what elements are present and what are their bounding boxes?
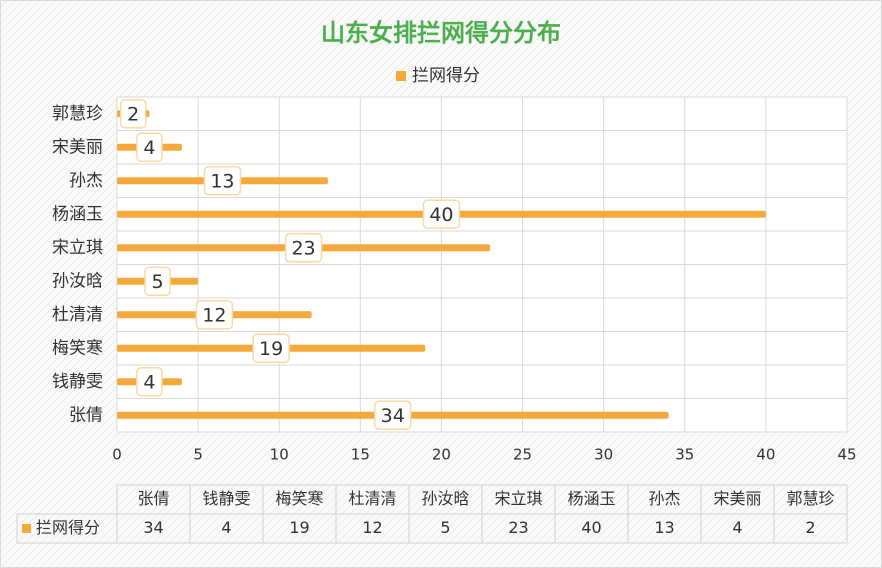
table-header: 杨涵玉 [567,489,615,508]
y-tick-label: 钱静雯 [52,372,103,392]
table-header: 钱静雯 [202,489,250,508]
chart-title: 山东女排拦网得分分布 [321,19,561,47]
table-value: 19 [289,518,309,537]
y-tick-label: 梅笑寒 [52,338,103,358]
data-label: 12 [202,304,226,326]
table-header: 张倩 [137,489,169,508]
legend-swatch [396,71,406,81]
y-tick-label: 杜清清 [52,305,103,325]
table-header: 郭慧珍 [786,489,834,508]
x-tick-label: 0 [112,446,122,464]
table-header: 孙杰 [648,489,680,508]
data-label-box [136,367,163,397]
x-tick-label: 15 [351,446,370,464]
data-label-box [252,333,290,363]
data-label: 5 [152,271,164,293]
data-label-box [374,400,412,430]
table-legend-swatch [22,524,31,533]
table-value: 2 [805,518,815,537]
x-tick-label: 20 [432,446,451,464]
table-header: 孙汝晗 [421,489,469,508]
y-tick-label: 孙汝晗 [52,271,103,291]
data-label-box [119,99,147,129]
data-label: 13 [210,170,234,192]
x-tick-label: 5 [193,446,203,464]
table-value: 4 [221,518,231,537]
data-label: 2 [127,103,139,125]
data-label: 23 [291,237,315,259]
table-header: 杜清清 [348,489,396,508]
legend-label: 拦网得分 [412,66,480,86]
x-tick-label: 30 [594,446,613,464]
table-value: 4 [732,518,742,537]
y-tick-label: 郭慧珍 [52,104,103,124]
data-label-box [422,199,461,229]
y-tick-label: 孙杰 [69,171,103,191]
table-value: 34 [143,518,163,537]
table-header: 宋立琪 [494,489,542,508]
table-value: 23 [508,518,528,537]
x-tick-label: 35 [675,446,694,464]
table-value: 40 [581,518,601,537]
table-value: 12 [362,518,382,537]
y-tick-label: 杨涵玉 [52,204,103,224]
x-tick-label: 10 [270,446,289,464]
data-label-box [144,266,171,296]
x-tick-label: 40 [756,446,775,464]
data-label: 34 [381,405,405,427]
data-label: 19 [259,338,283,360]
data-label: 4 [143,137,155,159]
data-label-box [195,300,234,330]
table-series-name: 拦网得分 [36,518,100,537]
table-value: 5 [440,518,450,537]
data-label: 4 [143,371,155,393]
table-header: 梅笑寒 [275,489,323,508]
data-label: 40 [429,204,453,226]
y-tick-label: 宋美丽 [52,137,103,157]
data-label-box [136,132,163,162]
data-label-box [203,166,242,196]
x-tick-label: 45 [837,446,856,464]
y-tick-label: 宋立琪 [52,238,103,258]
table-value: 13 [654,518,674,537]
x-tick-label: 25 [513,446,532,464]
y-tick-label: 张倩 [69,405,103,425]
data-label-box [284,233,323,263]
table-header: 宋美丽 [713,489,761,508]
